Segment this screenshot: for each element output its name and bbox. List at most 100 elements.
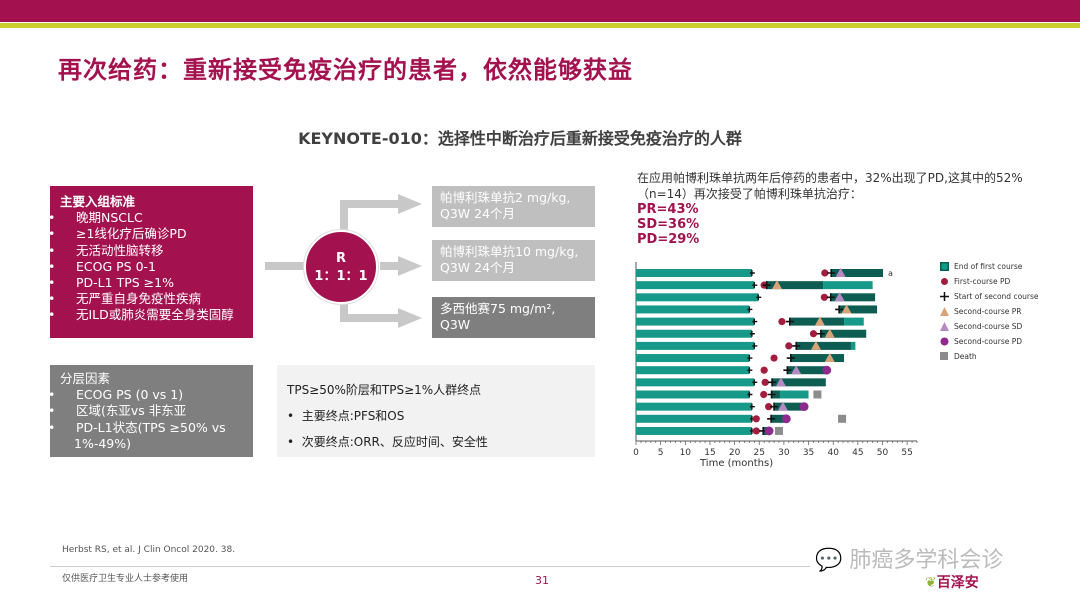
- start-second-course-marker: [816, 329, 825, 338]
- endpoints-box: TPS≥50%阶层和TPS≥1%人群终点 • 主要终点:PFS和OS • 次要终…: [277, 365, 595, 457]
- end-first-course-marker: [756, 294, 762, 301]
- legend-first-course-pd-icon: [940, 277, 949, 286]
- legend-item-second-course-pd: Second-course PD: [940, 334, 1039, 349]
- top-band: [0, 0, 1080, 22]
- x-tick-label: 50: [877, 448, 889, 458]
- first-course-pd-marker: [770, 354, 778, 362]
- first-course-bar: [636, 390, 750, 399]
- arm-line: 帕博利珠单抗2 mg/kg,: [440, 190, 571, 205]
- legend-label: First-course PD: [954, 277, 1011, 286]
- x-tick-label: 40: [827, 448, 839, 458]
- primary-endpoint-text: 主要终点:PFS和OS: [301, 409, 405, 423]
- second-course-bar: [771, 414, 787, 423]
- death-marker: [813, 390, 822, 399]
- page-title: 再次给药：重新接受免疫治疗的患者，依然能够获益: [58, 56, 633, 84]
- stratification-item: PD-L1状态(TPS ≥50% vs 1%-49%): [60, 420, 243, 452]
- x-tick-label: 25: [754, 448, 765, 458]
- x-tick-label: 30: [778, 448, 790, 458]
- randomization-label: R: [335, 251, 346, 266]
- first-course-bar: [636, 414, 752, 423]
- inclusion-item: ≥1线化疗后确诊PD: [60, 226, 243, 242]
- legend-second-course-sd-icon: [940, 322, 949, 331]
- x-tick-label: 5: [658, 448, 664, 458]
- legend-second-course-pd-icon: [940, 337, 949, 346]
- second-course-bar: [831, 269, 883, 277]
- stratification-item: 区域(东亚vs 非东亚: [60, 403, 243, 419]
- legend-label: Second-course PR: [954, 307, 1022, 316]
- start-second-course-marker: [768, 378, 777, 387]
- second-course-bar: [796, 341, 851, 350]
- logo-text: 百泽安: [936, 575, 979, 591]
- first-course-pd-marker: [752, 415, 760, 423]
- legend-label: Start of second course: [954, 292, 1039, 301]
- first-course-pd-marker: [765, 403, 773, 411]
- first-course-pd-marker: [752, 427, 760, 435]
- first-course-pd-marker: [821, 269, 829, 277]
- second-course-pd-marker: [799, 402, 809, 412]
- death-marker: [774, 426, 783, 435]
- legend-item-death: Death: [940, 349, 1039, 364]
- secondary-endpoint: • 次要终点:ORR、反应时间、安全性: [287, 435, 488, 449]
- first-course-pd-marker: [778, 318, 786, 326]
- start-second-course-marker: [786, 354, 795, 363]
- section-subtitle: KEYNOTE-010：选择性中断治疗后重新接受免疫治疗的人群: [298, 129, 742, 148]
- inclusion-item: 无严重自身免疫性疾病: [60, 291, 243, 307]
- end-first-course-marker: [752, 318, 758, 325]
- stratification-box: 分层因素 ECOG PS (0 vs 1) 区域(东亚vs 非东亚 PD-L1状…: [50, 365, 253, 457]
- end-first-course-marker: [752, 379, 758, 386]
- legend-item-end-first-course: End of first course: [940, 259, 1039, 274]
- randomization-circle: R 1：1：1: [304, 230, 378, 304]
- arm-line: Q3W 24个月: [440, 260, 516, 275]
- second-course-bar-continued: [823, 281, 873, 290]
- second-course-bar-continued: [779, 390, 809, 399]
- death-marker: [838, 414, 847, 423]
- second-course-bar: [787, 366, 827, 375]
- arm-line: 帕博利珠单抗10 mg/kg,: [440, 244, 579, 259]
- x-tick-label: 10: [680, 448, 692, 458]
- legend-item-first-course-pd: First-course PD: [940, 274, 1039, 289]
- secondary-endpoint-text: 次要终点:ORR、反应时间、安全性: [301, 435, 488, 449]
- start-second-course-marker: [767, 390, 776, 399]
- end-first-course-marker: [749, 330, 755, 337]
- legend-item-second-course-sd: Second-course SD: [940, 319, 1039, 334]
- second-course-sd-marker: [835, 268, 846, 277]
- second-course-pr-marker: [814, 316, 825, 326]
- x-tick-label: 35: [803, 448, 814, 458]
- arm-line: Q3W: [440, 317, 471, 332]
- legend-label: End of first course: [954, 262, 1023, 271]
- end-first-course-marker: [747, 367, 753, 374]
- first-course-pd-marker: [809, 330, 818, 338]
- second-course-pd-marker: [781, 414, 791, 424]
- inclusion-item: PD-L1 TPS ≥1%: [60, 275, 243, 291]
- start-second-course-marker: [835, 305, 844, 314]
- first-course-bar: [636, 293, 759, 302]
- second-course-pd-marker: [822, 365, 832, 375]
- retreatment-description: 在应用帕博利珠单抗两年后停药的患者中，32%出现了PD,这其中的52%（n=14…: [637, 170, 1047, 247]
- first-course-pd-marker: [820, 293, 828, 301]
- second-course-bar-continued: [844, 317, 864, 326]
- x-tick-label: 55: [901, 448, 912, 458]
- inclusion-criteria-box: 主要入组标准 晚期NSCLC ≥1线化疗后确诊PD 无活动性脑转移 ECOG P…: [50, 186, 253, 338]
- first-course-bar: [636, 281, 755, 290]
- legend-end-first-course-icon: [940, 262, 949, 271]
- arm-box-pembro-10: 帕博利珠单抗10 mg/kg, Q3W 24个月: [432, 240, 595, 281]
- arm-box-docetaxel: 多西他赛75 mg/m², Q3W: [432, 297, 595, 338]
- description-text: 在应用帕博利珠单抗两年后停药的患者中，32%出现了PD,这其中的52%（n=14…: [637, 171, 1023, 201]
- second-course-sd-marker: [775, 377, 786, 387]
- legend-item-start-second-course: Start of second course: [940, 289, 1039, 304]
- second-course-bar: [820, 329, 867, 338]
- second-course-pr-marker: [824, 353, 835, 363]
- watermark-text: 肺癌多学科会诊: [849, 548, 1004, 573]
- footer-divider: [50, 566, 810, 567]
- start-second-course-marker: [826, 293, 835, 302]
- legend-second-course-pr-icon: [940, 307, 949, 316]
- inclusion-item: 无活动性脑转移: [60, 243, 243, 259]
- endpoints-heading: TPS≥50%阶层和TPS≥1%人群终点: [287, 383, 482, 397]
- x-tick-label: 20: [729, 448, 741, 458]
- second-course-sd-marker: [791, 365, 802, 375]
- second-course-pr-marker: [824, 328, 835, 338]
- second-course-pr-marker: [771, 280, 782, 290]
- first-course-pd-marker: [760, 366, 768, 374]
- second-course-bar: [790, 354, 845, 363]
- first-course-bar: [636, 366, 750, 375]
